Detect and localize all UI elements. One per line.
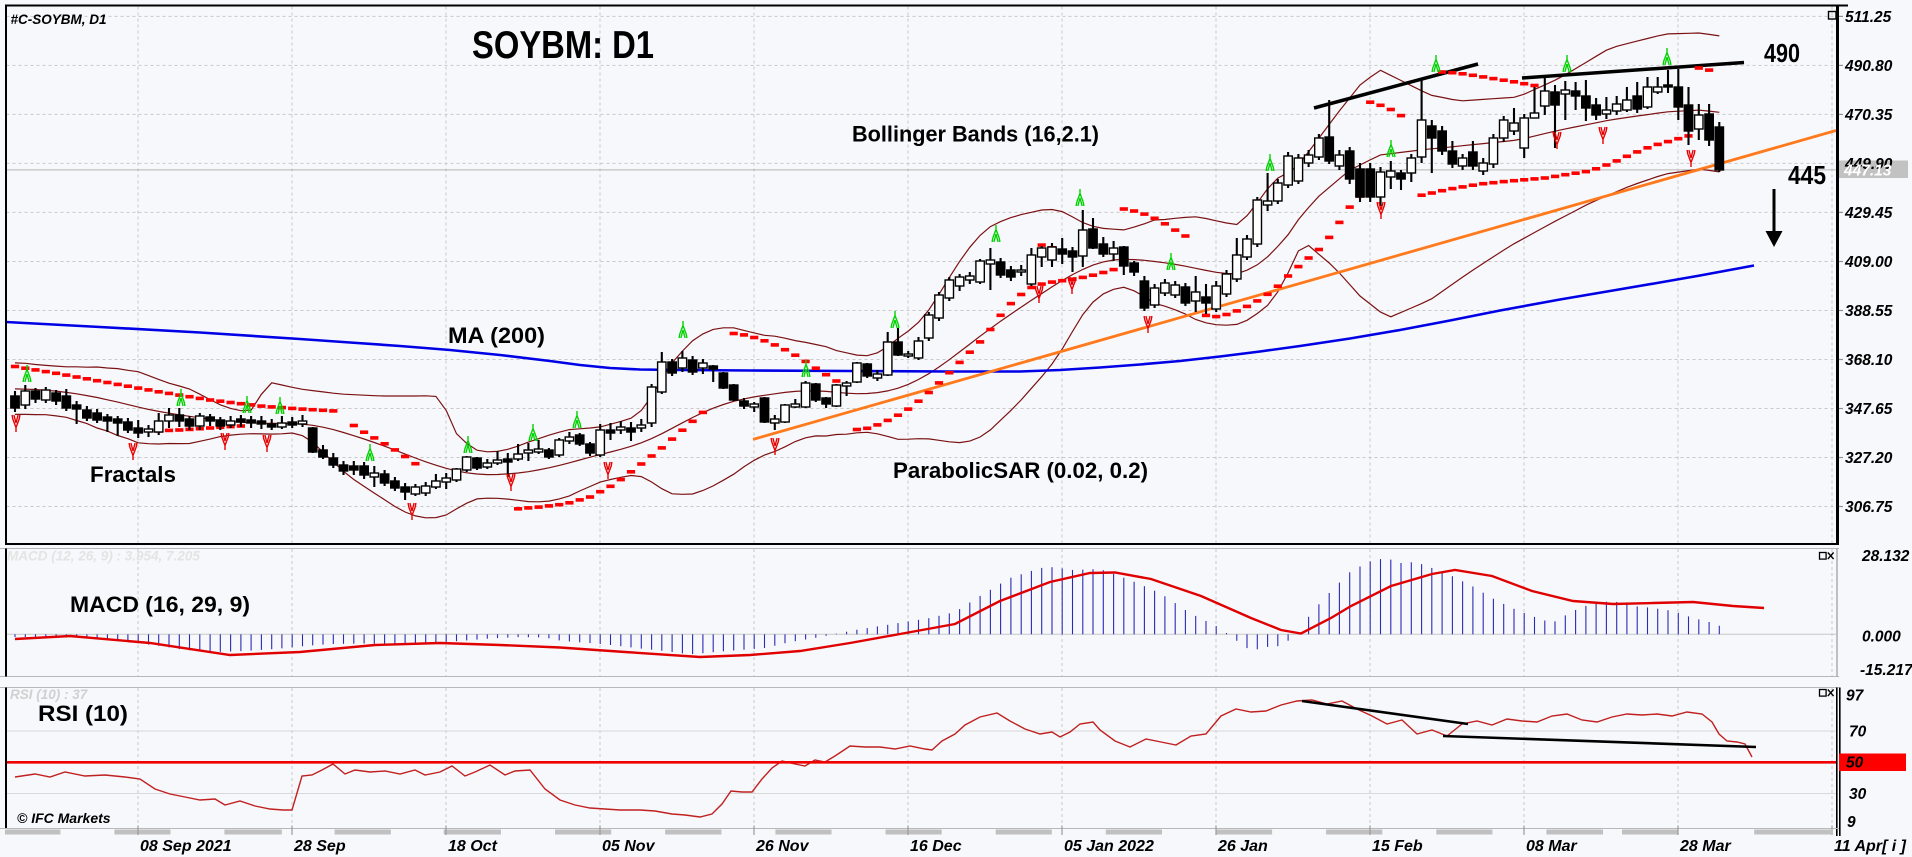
svg-text:28 Mar: 28 Mar	[1679, 838, 1731, 855]
svg-text:490.80: 490.80	[1844, 58, 1893, 75]
svg-text:70: 70	[1849, 724, 1867, 741]
svg-text:18 Oct: 18 Oct	[448, 838, 498, 855]
svg-text:50: 50	[1846, 755, 1864, 772]
svg-text:97: 97	[1846, 688, 1865, 705]
svg-text:368.10: 368.10	[1845, 352, 1893, 369]
svg-text:-15.217: -15.217	[1860, 662, 1912, 679]
svg-text:409.00: 409.00	[1844, 254, 1893, 271]
svg-text:11 Apr[ i ]: 11 Apr[ i ]	[1834, 838, 1907, 855]
svg-text:306.75: 306.75	[1845, 499, 1893, 516]
svg-text:ParabolicSAR (0.02, 0.2): ParabolicSAR (0.02, 0.2)	[893, 458, 1148, 483]
svg-text:347.65: 347.65	[1845, 401, 1893, 418]
svg-text:05 Nov: 05 Nov	[602, 838, 656, 855]
svg-text:28.132: 28.132	[1861, 548, 1910, 565]
svg-text:08 Sep 2021: 08 Sep 2021	[140, 838, 232, 855]
svg-text:429.45: 429.45	[1844, 205, 1893, 222]
svg-text:Fractals: Fractals	[90, 462, 176, 487]
svg-text:449.90: 449.90	[1844, 156, 1893, 173]
svg-text:MACD (16, 29, 9): MACD (16, 29, 9)	[70, 592, 250, 617]
svg-text:26 Jan: 26 Jan	[1217, 838, 1268, 855]
svg-text:327.20: 327.20	[1845, 450, 1893, 467]
svg-text:SOYBM: D1: SOYBM: D1	[472, 24, 654, 67]
svg-text:#C-SOYBM, D1: #C-SOYBM, D1	[11, 12, 107, 27]
svg-text:470.35: 470.35	[1844, 107, 1893, 124]
svg-text:15 Feb: 15 Feb	[1372, 838, 1423, 855]
svg-text:RSI (10): RSI (10)	[38, 701, 128, 726]
svg-text:447.13: 447.13	[1843, 163, 1892, 180]
svg-text:30: 30	[1849, 786, 1867, 803]
svg-text:445: 445	[1788, 160, 1826, 190]
svg-text:28 Sep: 28 Sep	[293, 838, 346, 855]
svg-text:490: 490	[1764, 38, 1800, 68]
svg-text:388.55: 388.55	[1845, 303, 1893, 320]
svg-text:MACD (12, 26, 9) : 3.954, 7.20: MACD (12, 26, 9) : 3.954, 7.205	[7, 549, 200, 564]
svg-text:08 Mar: 08 Mar	[1526, 838, 1577, 855]
svg-text:MA (200): MA (200)	[448, 323, 545, 348]
svg-text:© IFC Markets: © IFC Markets	[17, 810, 111, 826]
svg-text:26 Nov: 26 Nov	[755, 838, 810, 855]
svg-text:RSI (10) : 37: RSI (10) : 37	[10, 687, 89, 702]
svg-text:0.000: 0.000	[1862, 629, 1901, 646]
svg-text:16 Dec: 16 Dec	[910, 838, 962, 855]
svg-text:9: 9	[1847, 814, 1856, 831]
svg-text:05 Jan 2022: 05 Jan 2022	[1064, 838, 1154, 855]
svg-text:Bollinger Bands (16,2.1): Bollinger Bands (16,2.1)	[852, 122, 1099, 147]
svg-text:511.25: 511.25	[1845, 9, 1892, 26]
